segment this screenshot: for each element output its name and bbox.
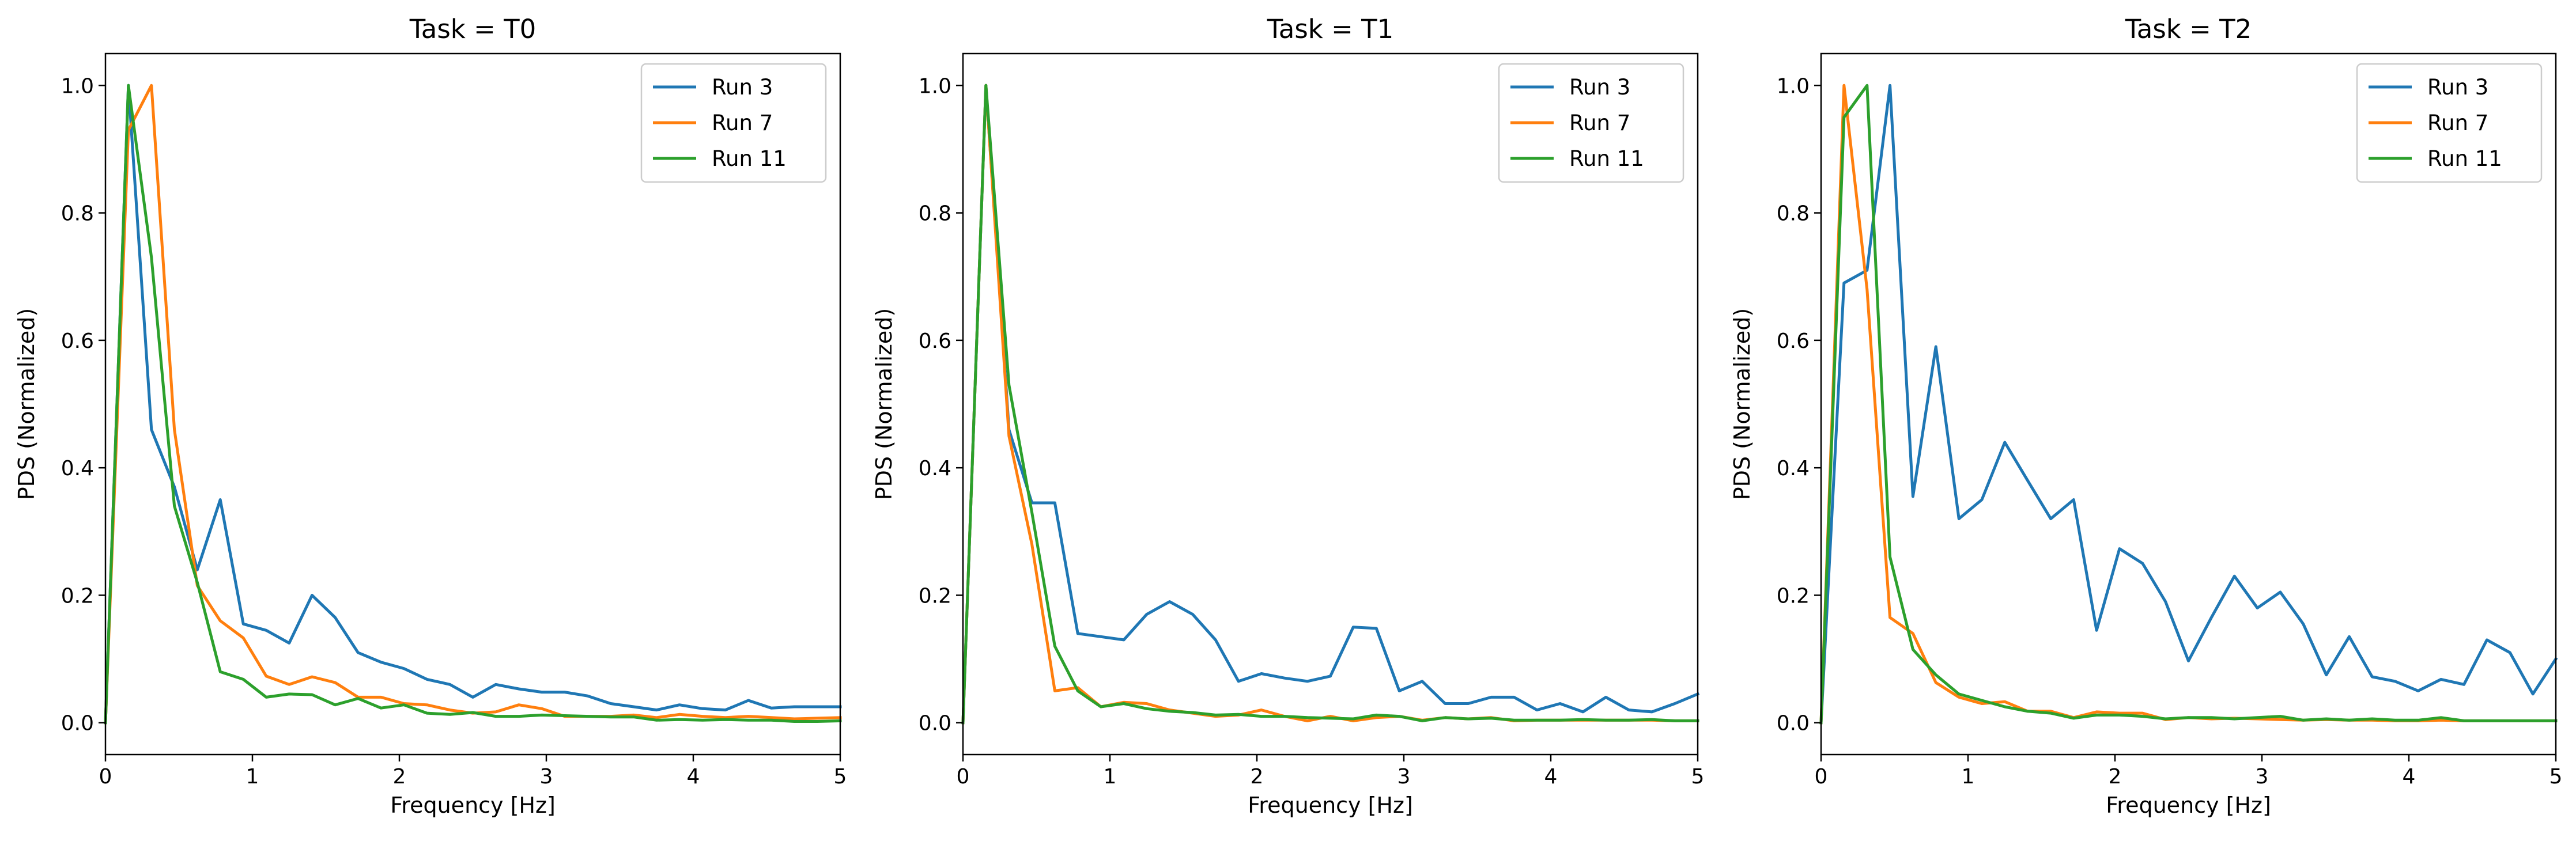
x-tick-label: 2 bbox=[1251, 765, 1264, 789]
y-tick-label: 0.2 bbox=[61, 584, 94, 608]
y-tick-label: 1.0 bbox=[61, 74, 94, 98]
x-axis-label: Frequency [Hz] bbox=[390, 793, 556, 818]
x-tick-label: 5 bbox=[834, 765, 847, 789]
y-tick-label: 0.4 bbox=[919, 457, 951, 480]
chart-title: Task = T2 bbox=[2125, 14, 2252, 44]
x-tick-label: 4 bbox=[687, 765, 700, 789]
plot-frame bbox=[962, 52, 1699, 756]
legend-box bbox=[1498, 63, 1684, 183]
x-axis-label: Frequency [Hz] bbox=[2106, 793, 2271, 818]
chart-panel-2: 0 1 2 3 4 5 0.0 0.2 0.4 0.6 0.8 1.0 Task = T2 Frequen… bbox=[1729, 14, 2562, 818]
y-tick-label: 1.0 bbox=[919, 74, 951, 98]
chart-title: Task = T1 bbox=[1267, 14, 1394, 44]
legend-label: Run 7 bbox=[1569, 111, 1630, 135]
x-tick-label: 3 bbox=[540, 765, 553, 789]
plot-frame bbox=[1820, 52, 2557, 756]
y-tick-label: 0.0 bbox=[919, 712, 951, 736]
legend-box bbox=[640, 63, 827, 183]
series-line-run-3 bbox=[104, 84, 842, 725]
y-axis-label: PDS (Normalized) bbox=[14, 308, 39, 501]
legend-box bbox=[2356, 63, 2543, 183]
series-line-run-3 bbox=[961, 84, 1700, 725]
x-axis-label: Frequency [Hz] bbox=[1248, 793, 1413, 818]
x-tick-label: 4 bbox=[1544, 765, 1558, 789]
y-axis-label: PDS (Normalized) bbox=[871, 308, 897, 501]
y-axis-label: PDS (Normalized) bbox=[1729, 308, 1755, 501]
legend-label: Run 11 bbox=[2427, 146, 2502, 171]
legend-label: Run 11 bbox=[1569, 146, 1644, 171]
x-tick-label: 5 bbox=[2549, 765, 2563, 789]
legend-label: Run 7 bbox=[712, 111, 773, 135]
x-tick-label: 1 bbox=[1962, 765, 1975, 789]
y-tick-label: 0.8 bbox=[61, 202, 94, 226]
x-tick-label: 3 bbox=[2256, 765, 2269, 789]
y-tick-label: 0.8 bbox=[919, 202, 951, 226]
x-tick-label: 1 bbox=[246, 765, 259, 789]
chart-title: Task = T0 bbox=[409, 14, 537, 44]
y-tick-label: 0.6 bbox=[61, 329, 94, 353]
legend: Run 3 Run 7 Run 11 bbox=[640, 63, 827, 183]
plot-frame bbox=[104, 52, 841, 756]
y-tick-label: 1.0 bbox=[1777, 74, 1810, 98]
legend-label: Run 3 bbox=[1569, 75, 1630, 100]
series-line-run-11 bbox=[1819, 84, 2558, 725]
x-tick-label: 0 bbox=[99, 765, 112, 789]
y-tick-label: 0.4 bbox=[1777, 457, 1810, 480]
series-line-run-11 bbox=[104, 84, 842, 725]
y-tick-label: 0.2 bbox=[1777, 584, 1810, 608]
chart-panel-0: 0 1 2 3 4 5 0.0 0.2 0.4 0.6 0.8 1.0 Task = T0 Frequen… bbox=[14, 14, 847, 818]
y-tick-label: 0.2 bbox=[919, 584, 951, 608]
legend-label: Run 3 bbox=[712, 75, 773, 100]
y-tick-label: 0.6 bbox=[1777, 329, 1810, 353]
x-tick-label: 2 bbox=[2109, 765, 2122, 789]
y-tick-label: 0.0 bbox=[61, 712, 94, 736]
x-tick-label: 0 bbox=[1815, 765, 1828, 789]
series-line-run-3 bbox=[1819, 84, 2558, 725]
legend-label: Run 7 bbox=[2427, 111, 2488, 135]
legend: Run 3 Run 7 Run 11 bbox=[2356, 63, 2543, 183]
y-tick-label: 0.6 bbox=[919, 329, 951, 353]
x-tick-label: 1 bbox=[1104, 765, 1117, 789]
x-tick-label: 3 bbox=[1397, 765, 1411, 789]
x-tick-label: 2 bbox=[393, 765, 406, 789]
y-tick-label: 0.8 bbox=[1777, 202, 1810, 226]
legend-label: Run 11 bbox=[712, 146, 787, 171]
legend: Run 3 Run 7 Run 11 bbox=[1498, 63, 1684, 183]
x-tick-label: 5 bbox=[1691, 765, 1705, 789]
y-tick-label: 0.0 bbox=[1777, 712, 1810, 736]
chart-panel-1: 0 1 2 3 4 5 0.0 0.2 0.4 0.6 0.8 1.0 Task = T1 Frequen… bbox=[871, 14, 1704, 818]
y-tick-label: 0.4 bbox=[61, 457, 94, 480]
legend-label: Run 3 bbox=[2427, 75, 2488, 100]
x-tick-label: 0 bbox=[957, 765, 970, 789]
x-tick-label: 4 bbox=[2403, 765, 2416, 789]
series-line-run-11 bbox=[961, 84, 1699, 725]
